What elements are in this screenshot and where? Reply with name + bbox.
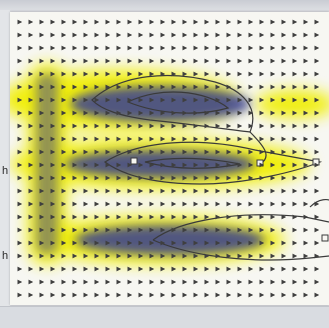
probe-marker-icon: [130, 157, 138, 165]
side-label-upper: h: [2, 165, 8, 177]
vector-field: [17, 19, 320, 298]
side-label-lower: h: [2, 250, 8, 262]
flow-field-diagram: [10, 19, 329, 298]
window-top-bar: [0, 0, 329, 10]
field-plot-panel: [10, 12, 329, 305]
window-bottom-bar: [0, 306, 329, 328]
probe-marker-icon: [312, 158, 320, 166]
probe-marker-icon: [321, 234, 329, 242]
window-left-strip: [0, 10, 10, 306]
